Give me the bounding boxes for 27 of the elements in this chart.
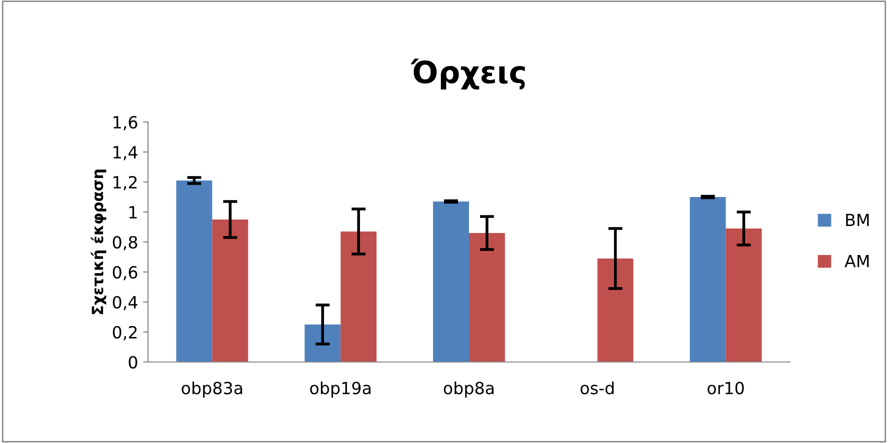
legend-label: BM <box>846 214 869 226</box>
y-tick-label: 1,4 <box>114 146 138 160</box>
y-tick-label: 1 <box>130 206 137 218</box>
bar <box>340 232 377 362</box>
y-tick-label: 0,2 <box>112 326 137 340</box>
y-tick-label: 0 <box>128 356 138 369</box>
x-tick-label: obp19a <box>310 381 370 398</box>
bar <box>726 228 762 362</box>
x-tick-label: obp8a <box>444 381 494 398</box>
y-axis-title: Σχετική έκφραση <box>90 170 106 314</box>
bar <box>469 233 505 362</box>
bar <box>304 324 341 362</box>
bar <box>690 197 726 362</box>
bar <box>433 202 469 362</box>
chart-title: Όρχεις <box>410 58 525 90</box>
y-tick-label: 1,6 <box>114 116 138 130</box>
bar <box>176 180 212 362</box>
bar <box>597 258 634 362</box>
x-tick-label: or10 <box>708 382 744 394</box>
y-tick-label: 0,6 <box>112 266 138 280</box>
x-tick-label: os-d <box>580 381 614 394</box>
legend-label: AM <box>844 255 869 268</box>
y-tick-label: 0,8 <box>112 236 138 250</box>
y-tick-label: 1,2 <box>114 176 137 190</box>
y-tick-label: 0,4 <box>112 296 138 310</box>
x-tick-label: obp83a <box>182 381 242 398</box>
bar <box>212 220 248 362</box>
